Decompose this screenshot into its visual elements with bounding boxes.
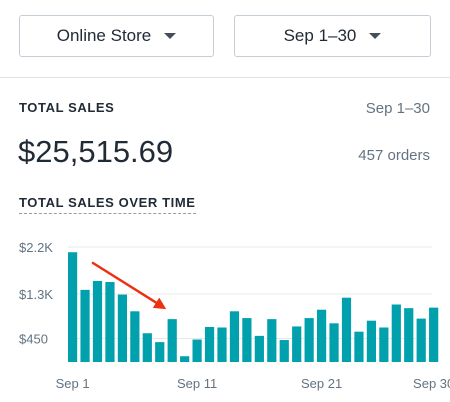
- bar: [180, 356, 190, 362]
- bar: [416, 318, 426, 362]
- x-tick-label: Sep 11: [177, 376, 217, 391]
- bar: [267, 319, 277, 362]
- bar: [242, 318, 252, 362]
- channel-dropdown[interactable]: Online Store: [19, 15, 214, 57]
- bar: [192, 339, 202, 362]
- annotation-arrow-head: [152, 297, 167, 310]
- bar: [329, 323, 339, 362]
- sales-over-time-chart: $450 $1.3K $2.2K Sep 1 Sep 11 Sep 21 Sep 30: [19, 240, 450, 391]
- bar: [142, 333, 152, 362]
- caret-down-icon: [369, 33, 382, 39]
- bar: [429, 307, 439, 362]
- bar: [404, 308, 414, 362]
- summary-date-range: Sep 1–30: [365, 100, 430, 117]
- bar: [92, 280, 103, 362]
- bar: [229, 311, 240, 362]
- bar: [292, 326, 302, 362]
- channel-label: Online Store: [56, 26, 152, 45]
- bar: [117, 294, 127, 362]
- bar: [366, 320, 376, 362]
- date-range-dropdown[interactable]: Sep 1–30: [234, 15, 431, 57]
- bar: [341, 297, 352, 362]
- bar: [68, 252, 78, 362]
- bar: [155, 342, 165, 362]
- filter-bar: Online Store Sep 1–30: [0, 0, 450, 78]
- order-count: 457 orders: [358, 147, 430, 164]
- bar: [379, 327, 389, 362]
- total-sales-heading: TOTAL SALES: [19, 100, 115, 115]
- bar: [279, 340, 289, 362]
- x-tick-label: Sep 1: [56, 376, 90, 391]
- bar: [105, 282, 115, 362]
- y-tick-label: $450: [19, 331, 48, 346]
- x-tick-label: Sep 30: [413, 376, 450, 391]
- y-tick-label: $2.2K: [19, 240, 53, 255]
- bar: [304, 318, 314, 362]
- bar: [204, 326, 215, 362]
- date-range-label: Sep 1–30: [283, 26, 357, 45]
- caret-down-icon: [164, 33, 177, 39]
- total-sales-amount: $25,515.69: [18, 134, 174, 169]
- bar: [317, 309, 327, 362]
- x-tick-label: Sep 21: [301, 376, 342, 391]
- bar: [80, 289, 90, 362]
- y-tick-label: $1.3K: [19, 287, 53, 302]
- chart-title[interactable]: TOTAL SALES OVER TIME: [19, 195, 196, 214]
- annotation-arrow-line: [91, 261, 162, 307]
- bar: [391, 304, 401, 362]
- bar: [217, 327, 227, 362]
- bar: [354, 331, 364, 362]
- bar: [167, 319, 177, 362]
- bar: [254, 335, 264, 362]
- bar: [130, 311, 140, 362]
